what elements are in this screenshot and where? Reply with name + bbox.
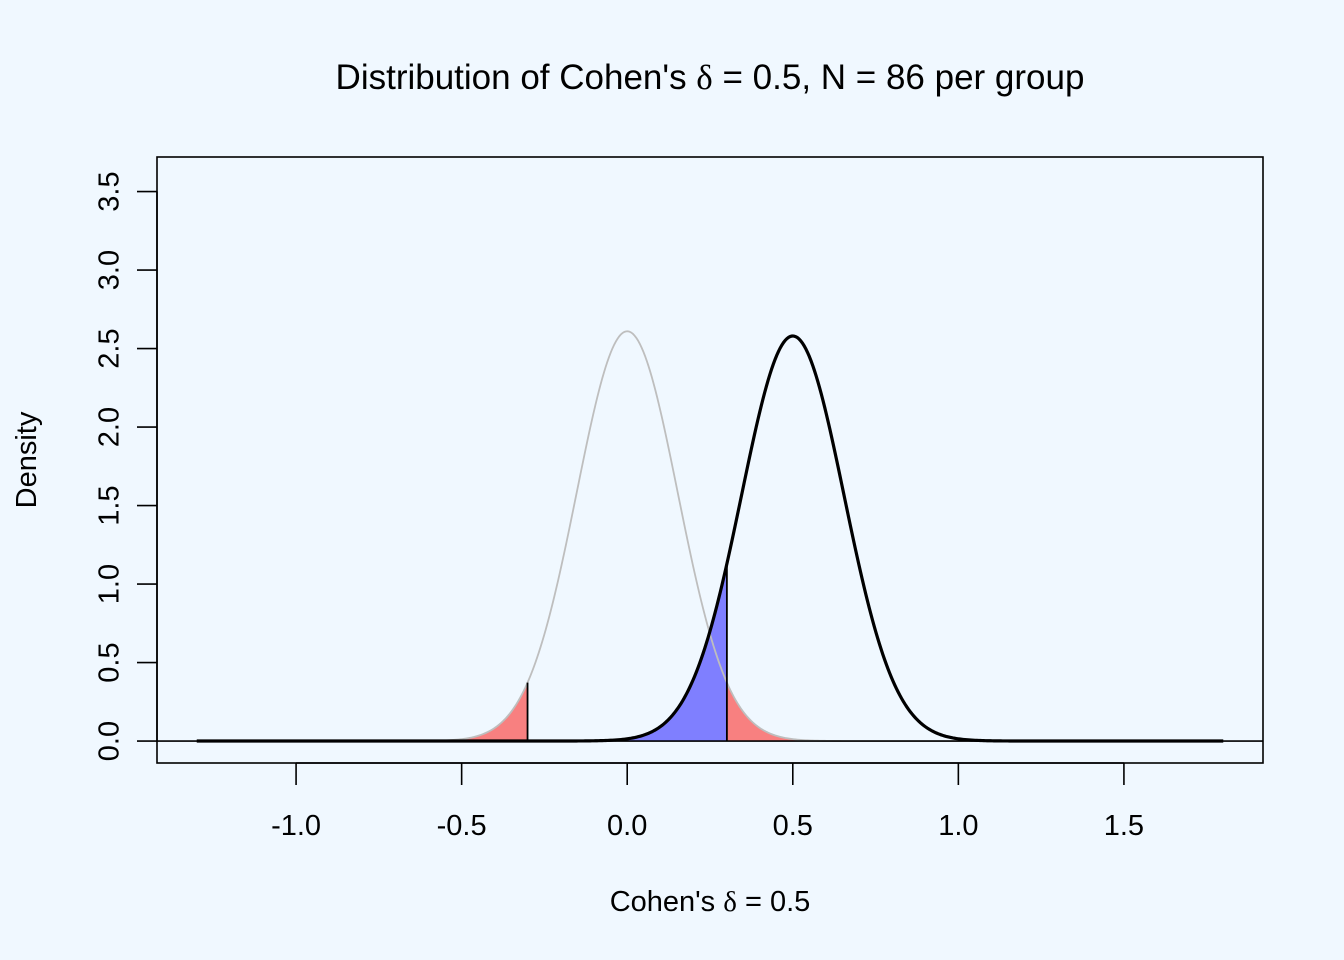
y-tick-label: 0.5	[94, 642, 126, 682]
type-I-error-upper-region	[726, 682, 1224, 742]
x-tick-label: -0.5	[437, 810, 487, 842]
x-tick-label: 1.5	[1104, 810, 1144, 842]
y-tick-label: 1.5	[94, 485, 126, 525]
y-tick-label: 2.5	[94, 328, 126, 368]
x-tick-label: 0.0	[607, 810, 647, 842]
shaded-regions	[196, 563, 1224, 742]
y-tick-label: 1.0	[94, 564, 126, 604]
x-tick-label: -1.0	[271, 810, 321, 842]
y-tick-label: 2.0	[94, 407, 126, 447]
critical-value-lines	[526, 563, 728, 742]
y-axis: 0.0 0.5 1.0 1.5 2.0 2.5 3.0 3.5	[94, 171, 158, 761]
x-tick-label: 1.0	[938, 810, 978, 842]
y-tick-label: 0.0	[94, 721, 126, 761]
type-II-error-region	[196, 563, 727, 742]
delta-symbol: δ	[723, 886, 737, 918]
y-tick-label: 3.0	[94, 250, 126, 290]
x-tick-label: 0.5	[773, 810, 813, 842]
x-axis-label: Cohen's δ = 0.5	[610, 886, 811, 918]
y-axis-label: Density	[11, 411, 43, 508]
delta-symbol: δ	[696, 58, 713, 97]
y-tick-label: 3.5	[94, 171, 126, 211]
chart-title: Distribution of Cohen's δ = 0.5, N = 86 …	[336, 58, 1085, 97]
type-I-error-lower-region	[196, 682, 528, 742]
x-axis: -1.0 -0.5 0.0 0.5 1.0 1.5	[271, 762, 1144, 842]
